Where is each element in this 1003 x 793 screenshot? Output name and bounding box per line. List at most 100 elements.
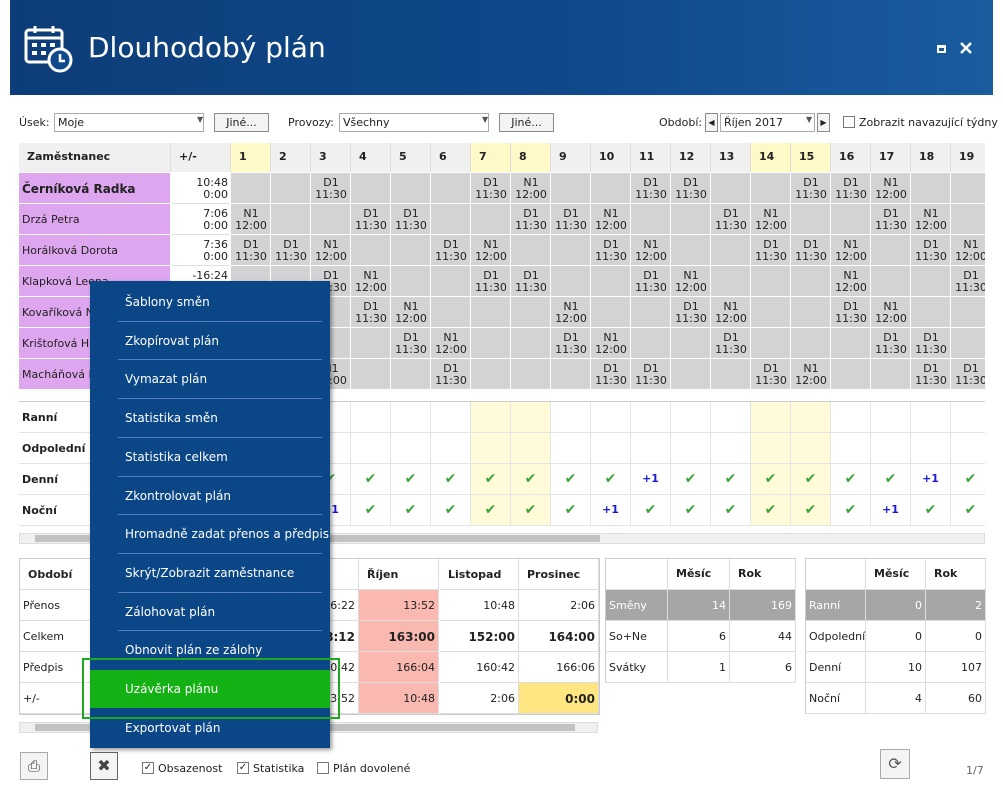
day-header: 11 <box>631 143 671 173</box>
section-select[interactable]: Moje <box>54 113 204 132</box>
option-checkbox[interactable]: ✓ <box>237 762 249 774</box>
period-next[interactable]: ▶ <box>817 113 830 132</box>
shift-time: 11:30 <box>395 219 427 232</box>
stats-value: 4 <box>866 683 926 714</box>
shift-code: N1 <box>963 238 979 251</box>
shift-time: 11:30 <box>675 312 707 325</box>
shift-time: 11:30 <box>595 374 627 387</box>
shift-cell <box>951 297 985 328</box>
menu-separator <box>118 436 322 438</box>
shift-cell <box>711 297 751 328</box>
summary-cell: ✔ <box>511 464 551 495</box>
print-button[interactable]: ⎙ <box>20 752 48 780</box>
shift-code: D1 <box>323 269 339 282</box>
balance-value: 0:00 <box>203 188 228 201</box>
period-select[interactable]: Říjen 2017 <box>720 113 815 132</box>
shift-time: 11:30 <box>755 374 787 387</box>
shift-code: D1 <box>323 176 339 189</box>
shift-cell <box>671 359 711 390</box>
shift-cell <box>791 328 831 359</box>
summary-cell: ✔ <box>471 464 511 495</box>
menu-item[interactable]: Vymazat plán <box>125 372 208 387</box>
section-label: Úsek: <box>19 116 50 129</box>
day-header: 14 <box>751 143 791 173</box>
show-following-checkbox[interactable] <box>843 116 855 128</box>
shift-cell <box>311 235 351 266</box>
menu-item[interactable]: Zkopírovat plán <box>125 333 219 348</box>
period-prev[interactable]: ◀ <box>705 113 718 132</box>
shift-cell <box>911 297 951 328</box>
shift-code: D1 <box>403 207 419 220</box>
operations-select[interactable]: Všechny <box>339 113 489 132</box>
shift-time: 12:00 <box>875 312 907 325</box>
shift-code: D1 <box>283 238 299 251</box>
summary-cell: ✔ <box>471 495 511 526</box>
balance-value: 7:36 <box>203 238 228 251</box>
period-value: 166:04 <box>359 652 439 683</box>
summary-cell: ✔ <box>831 464 871 495</box>
operations-button[interactable]: Jiné... <box>499 113 554 132</box>
shift-cell <box>871 266 911 297</box>
shift-cell <box>871 359 911 390</box>
day-header: 16 <box>831 143 871 173</box>
shift-cell <box>671 266 711 297</box>
shift-code: D1 <box>803 238 819 251</box>
shift-cell <box>431 359 471 390</box>
maximize-button[interactable] <box>937 45 946 53</box>
shift-cell <box>671 328 711 359</box>
shift-cell <box>711 173 751 204</box>
refresh-button[interactable]: ⟳ <box>880 749 910 779</box>
option-checkbox[interactable]: ✓ <box>142 762 154 774</box>
shift-time: 11:30 <box>515 281 547 294</box>
menu-highlight-outline <box>82 658 340 719</box>
shift-code: N1 <box>443 331 459 344</box>
shift-code: D1 <box>643 176 659 189</box>
summary-cell <box>471 433 511 464</box>
shift-cell <box>791 266 831 297</box>
menu-item[interactable]: Obnovit plán ze zálohy <box>125 643 263 658</box>
menu-item[interactable]: Skrýt/Zobrazit zaměstnance <box>125 565 295 580</box>
menu-item[interactable]: Hromadně zadat přenos a předpis <box>125 527 329 542</box>
shift-cell <box>351 328 391 359</box>
shift-cell <box>671 173 711 204</box>
option-checkbox[interactable] <box>317 762 329 774</box>
shift-cell <box>911 173 951 204</box>
menu-item[interactable]: Statistika celkem <box>125 449 228 464</box>
menu-item[interactable]: Uzávěrka plánu <box>90 670 330 708</box>
day-header: 15 <box>791 143 831 173</box>
shift-cell <box>391 266 431 297</box>
day-header: 2 <box>271 143 311 173</box>
shift-code: N1 <box>683 269 699 282</box>
option-label: Statistika <box>253 762 305 775</box>
summary-cell <box>591 402 631 433</box>
shift-cell <box>711 266 751 297</box>
shift-cell <box>871 173 911 204</box>
shift-code: D1 <box>563 207 579 220</box>
shift-cell <box>711 359 751 390</box>
employee-name: Drzá Petra <box>19 204 171 235</box>
shift-code: D1 <box>843 300 859 313</box>
section-button[interactable]: Jiné... <box>214 113 269 132</box>
option-label: Obsazenost <box>158 762 223 775</box>
shift-cell <box>831 328 871 359</box>
menu-item[interactable]: Šablony směn <box>125 295 210 309</box>
shift-cell <box>551 328 591 359</box>
shift-code: N1 <box>883 300 899 313</box>
periods-column-header: Prosinec <box>519 559 599 590</box>
balance-cell <box>171 204 231 235</box>
shift-cell <box>631 173 671 204</box>
shift-time: 12:00 <box>515 188 547 201</box>
stats-value: 6 <box>730 652 796 683</box>
close-button[interactable] <box>960 42 972 54</box>
employee-name: Horálková Dorota <box>19 235 171 266</box>
balance-header: +/- <box>171 143 231 173</box>
menu-item[interactable]: Exportovat plán <box>125 720 221 735</box>
tools-button[interactable]: ✖ <box>90 752 118 780</box>
shift-cell <box>751 204 791 235</box>
shift-time: 11:30 <box>915 374 947 387</box>
shift-cell <box>911 359 951 390</box>
menu-item[interactable]: Statistika směn <box>125 411 218 426</box>
menu-item[interactable]: Zkontrolovat plán <box>125 488 231 503</box>
shift-cell <box>951 235 985 266</box>
menu-item[interactable]: Zálohovat plán <box>125 604 216 619</box>
